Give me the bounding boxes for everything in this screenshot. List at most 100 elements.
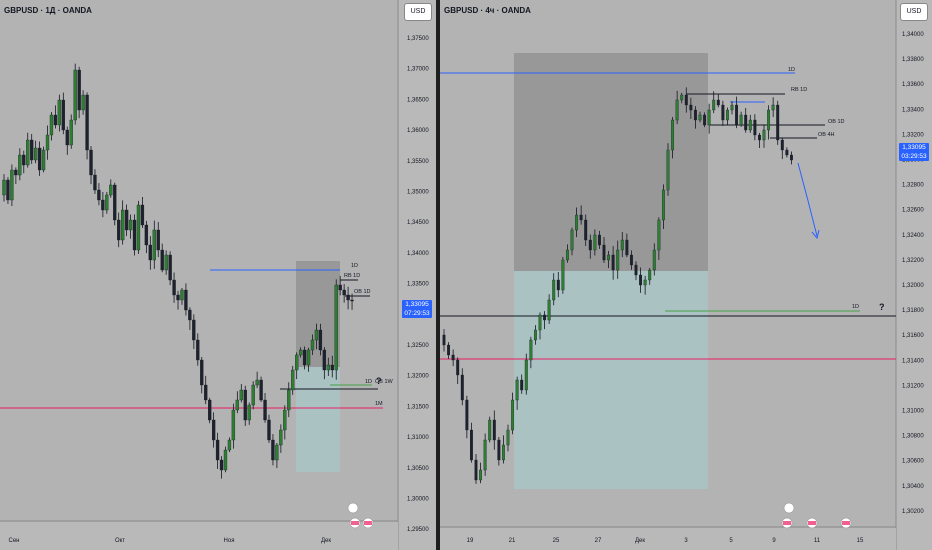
candle (552, 273, 556, 306)
candle (271, 434, 275, 466)
right-price-ticks: 1,34000 1,33800 1,33600 1,33400 1,33200 1,330… (902, 32, 924, 515)
candle (109, 179, 113, 198)
price-tick-label: 1,32800 (902, 183, 924, 189)
candle (625, 233, 629, 258)
candle (584, 214, 588, 246)
price-tick-label: 1,31000 (407, 435, 429, 441)
pane-divider[interactable] (436, 0, 440, 550)
candle (73, 63, 77, 125)
candle (176, 290, 180, 310)
price-tick-label: 1,32500 (407, 343, 429, 349)
price-tick-label: 1,33200 (902, 132, 924, 138)
left-price-ticks: 1,37500 1,37000 1,36500 1,36000 1,35500 1,350… (407, 36, 429, 533)
candle (776, 100, 780, 145)
candle (310, 334, 315, 356)
right-projection-arrow[interactable] (797, 162, 818, 237)
time-tick-label: 9 (772, 538, 776, 544)
right-event-lightning-icon[interactable] (783, 502, 795, 514)
candle (703, 112, 707, 128)
candle (144, 220, 149, 254)
right-countdown: 03:29:53 (901, 153, 927, 160)
candle (306, 347, 311, 372)
left-countdown: 07:29:53 (404, 310, 430, 317)
candle (318, 323, 323, 356)
candle (556, 271, 560, 298)
candle (684, 87, 688, 113)
candle (322, 347, 327, 380)
candle (101, 191, 105, 218)
right-time-axis[interactable] (440, 528, 896, 550)
candle (447, 342, 451, 359)
candle (334, 279, 338, 380)
candle (160, 243, 164, 273)
candle (689, 97, 693, 119)
candle (639, 267, 643, 293)
candle (156, 222, 160, 258)
candle (184, 283, 188, 316)
candle (235, 391, 239, 414)
left-last-price-tag: 1,33095 07:29:53 (402, 300, 432, 318)
candle (547, 294, 551, 324)
price-tick-label: 1,34500 (407, 220, 429, 226)
candle (302, 346, 307, 370)
candle (671, 116, 675, 159)
left-label-question: ? (376, 376, 382, 386)
left-chart-pane[interactable]: 1D RB 1D OB 1D 1D OB 1W ? 1M 1,37500 1,37… (0, 0, 436, 550)
candle (93, 169, 97, 194)
candle (511, 392, 515, 435)
candle (283, 405, 287, 440)
candle (30, 134, 34, 164)
candle (239, 384, 243, 403)
candle (350, 293, 354, 310)
candle (771, 97, 775, 118)
candle (597, 230, 601, 249)
left-event-lightning-icon[interactable] (347, 502, 359, 514)
candle (180, 287, 184, 305)
time-tick-label: 5 (729, 538, 733, 544)
left-price-axis[interactable] (398, 0, 436, 550)
price-tick-label: 1,31800 (902, 308, 924, 314)
price-tick-label: 1,33500 (407, 282, 429, 288)
left-chart-canvas[interactable]: 1D RB 1D OB 1D 1D OB 1W ? 1M 1,375001,37… (0, 0, 436, 550)
candle (780, 137, 784, 160)
candle (767, 105, 771, 140)
candle (314, 323, 319, 350)
price-tick-label: 1,30400 (902, 484, 924, 490)
candle (575, 207, 579, 238)
candle (338, 275, 342, 296)
candle (488, 416, 492, 443)
left-currency-button[interactable]: USD (404, 3, 432, 21)
price-tick-label: 1,32000 (902, 283, 924, 289)
price-tick-label: 1,32400 (902, 233, 924, 239)
candle (259, 376, 263, 403)
candle (533, 325, 537, 345)
right-time-ticks: 19 21 25 27 Дек 3 5 9 11 15 (467, 538, 864, 544)
candle (757, 132, 761, 149)
candle (561, 256, 565, 294)
candle (243, 385, 247, 426)
left-time-axis[interactable] (0, 522, 398, 550)
candle (69, 114, 73, 149)
candle (105, 191, 109, 214)
candle (49, 112, 54, 141)
candle (698, 111, 702, 123)
price-tick-label: 1,32200 (902, 258, 924, 264)
right-price-axis[interactable] (896, 0, 932, 550)
candle (442, 329, 446, 352)
candle (287, 382, 291, 418)
time-tick-label: 19 (467, 538, 474, 544)
right-label-1d-top: 1D (788, 67, 795, 73)
right-chart-canvas[interactable]: 1D RB 1D OB 1D OB 4H 1D ? 1,34000 1,33800… (440, 0, 932, 550)
left-last-price: 1,33095 (405, 301, 429, 308)
candle (61, 92, 65, 135)
candle (657, 217, 661, 260)
right-candles (442, 87, 793, 484)
right-currency-button[interactable]: USD (900, 3, 928, 21)
price-tick-label: 1,31600 (902, 333, 924, 339)
candle (469, 422, 473, 463)
price-tick-label: 1,30200 (902, 509, 924, 515)
candle (515, 376, 519, 410)
candle (211, 412, 216, 448)
right-chart-pane[interactable]: 1D RB 1D OB 1D OB 4H 1D ? 1,34000 1,33800… (440, 0, 932, 550)
candle (33, 140, 38, 164)
